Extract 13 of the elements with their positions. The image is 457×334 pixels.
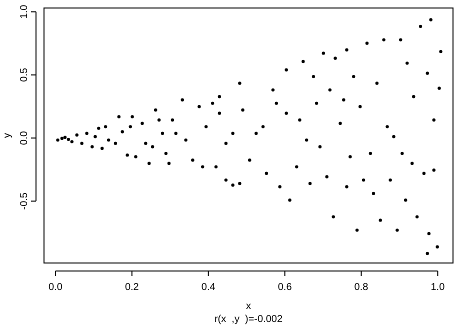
y-tick-label: -0.5 [19, 192, 30, 210]
y-axis-title: y [2, 133, 13, 138]
x-tick-label: 0.0 [48, 282, 63, 293]
x-tick-label: 0.8 [354, 282, 369, 293]
text: r(x ,y )=-0.002 [214, 314, 283, 325]
x-tick-label: 0.2 [124, 282, 140, 293]
x-axis-title: x [246, 301, 251, 312]
x-tick-label: 0.4 [201, 282, 216, 293]
y-tick-label: 0.5 [19, 68, 30, 82]
y-tick-label: 1.0 [19, 4, 30, 19]
x-tick-label: 1.0 [430, 282, 446, 293]
y-tick-label: 0.0 [19, 130, 30, 145]
x-tick-label: 0.6 [278, 282, 292, 293]
